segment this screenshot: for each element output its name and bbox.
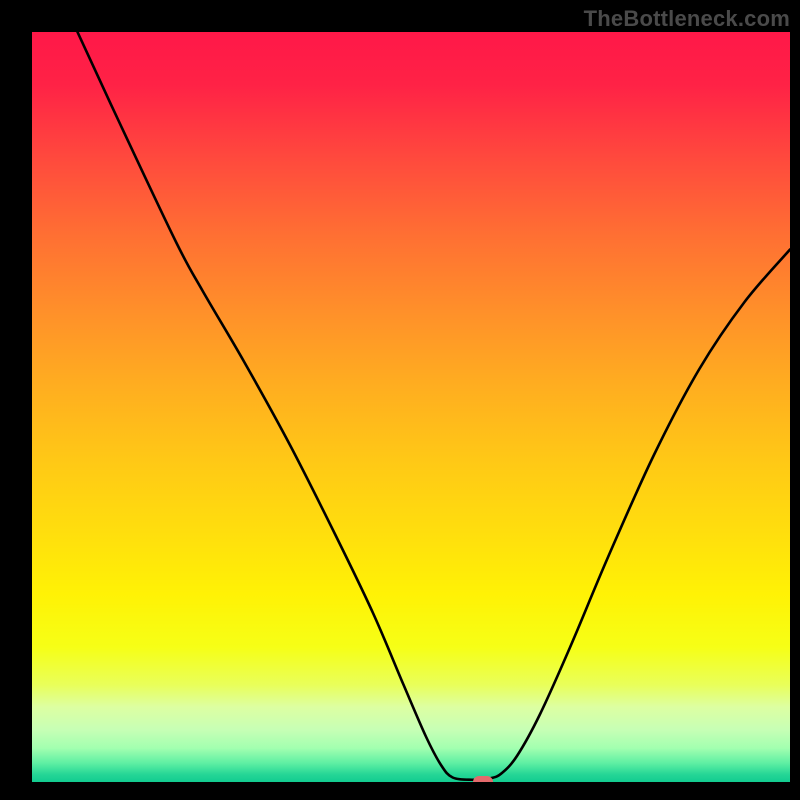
chart-background xyxy=(32,32,790,782)
bottleneck-chart xyxy=(32,32,790,782)
optimum-marker xyxy=(473,776,493,782)
watermark-text: TheBottleneck.com xyxy=(584,6,790,32)
chart-frame: TheBottleneck.com xyxy=(0,0,800,800)
